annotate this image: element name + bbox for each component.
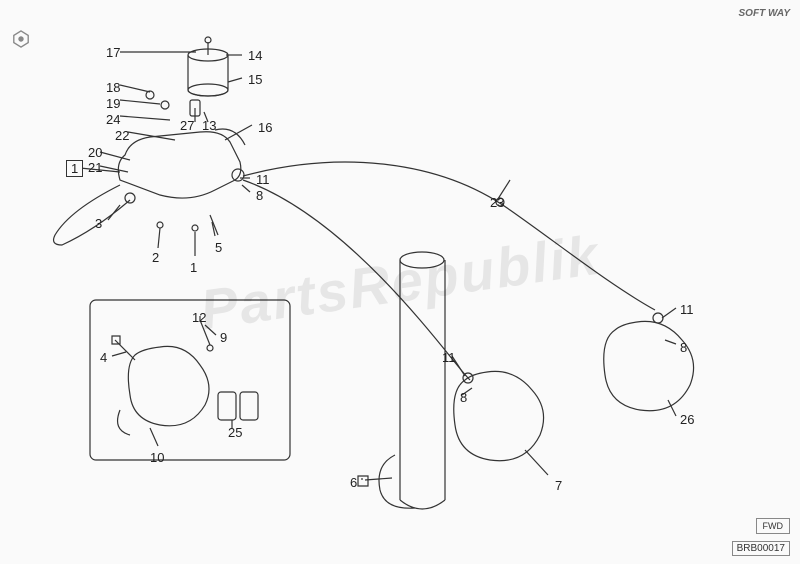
callout-7: 7: [555, 478, 562, 493]
callout-26: 26: [680, 412, 694, 427]
callout-14: 14: [248, 48, 262, 63]
callout-17: 17: [106, 45, 120, 60]
callout-18: 18: [106, 80, 120, 95]
callout-20: 20: [88, 145, 102, 160]
callout-16: 16: [258, 120, 272, 135]
callout-8: 8: [256, 188, 263, 203]
callout-23: 23: [490, 195, 504, 210]
callout-6: 6: [350, 475, 357, 490]
callout-21: 21: [88, 160, 102, 175]
callout-15: 15: [248, 72, 262, 87]
callout-8: 8: [680, 340, 687, 355]
callout-25: 25: [228, 425, 242, 440]
callout-4: 4: [100, 350, 107, 365]
callout-12: 12: [192, 310, 206, 325]
callout-24: 24: [106, 112, 120, 127]
callout-19: 19: [106, 96, 120, 111]
callout-11: 11: [256, 172, 270, 187]
callout-3: 3: [95, 216, 102, 231]
callout-9: 9: [220, 330, 227, 345]
callout-10: 10: [150, 450, 164, 465]
callout-13: 13: [202, 118, 216, 133]
callout-5: 5: [215, 240, 222, 255]
callout-8: 8: [460, 390, 467, 405]
callout-27: 27: [180, 118, 194, 133]
callout-22: 22: [115, 128, 129, 143]
callout-11: 11: [680, 302, 694, 317]
callout-11: 11: [442, 350, 456, 365]
callout-1: 1: [66, 160, 83, 177]
callout-1: 1: [190, 260, 197, 275]
callout-2: 2: [152, 250, 159, 265]
